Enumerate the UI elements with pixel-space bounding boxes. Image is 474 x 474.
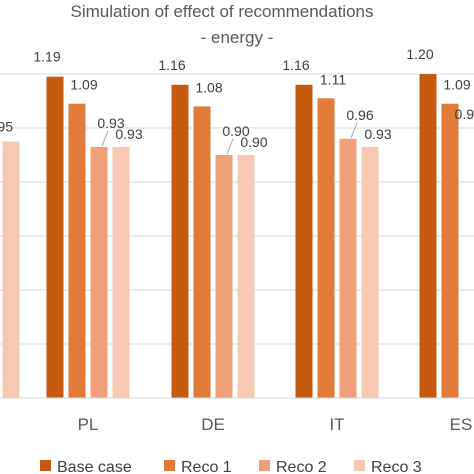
category-label: IT xyxy=(329,415,344,434)
bar-reco-2 xyxy=(90,146,108,398)
legend-label: Reco 2 xyxy=(276,459,327,474)
data-label: 1.09 xyxy=(70,77,97,93)
data-label: 0.90 xyxy=(240,134,267,150)
category-label: DE xyxy=(201,415,225,434)
data-label: 1.09 xyxy=(443,77,470,93)
data-label: 1.08 xyxy=(195,79,222,95)
data-label: 1.16 xyxy=(158,57,185,73)
legend-swatch xyxy=(259,460,270,471)
category-label: PL xyxy=(78,415,99,434)
bar-base-case xyxy=(46,76,64,398)
bar-base-case xyxy=(171,84,189,399)
legend-swatch xyxy=(354,460,365,471)
data-label: 1.19 xyxy=(33,49,60,65)
bar-reco-1 xyxy=(441,103,459,398)
data-label: 1.16 xyxy=(282,57,309,73)
legend-label: Base case xyxy=(57,459,132,474)
legend: Base case Reco 1 Reco 2 Reco 3 xyxy=(40,459,422,474)
bars xyxy=(2,74,459,399)
bar-reco-1 xyxy=(68,103,86,398)
data-label: 95 xyxy=(0,119,13,135)
data-label: 0.96 xyxy=(346,107,373,123)
category-label: ES xyxy=(450,415,473,434)
data-labels: 1.191.16 1.161.201.09 1.081.11 1.090.930.90… xyxy=(0,46,474,150)
bar-reco-2 xyxy=(215,155,233,398)
bar-reco-1 xyxy=(193,106,211,399)
data-label: 0.90 xyxy=(222,123,249,139)
bar-base-case xyxy=(295,84,313,399)
leader-line xyxy=(226,138,234,155)
legend-label: Reco 1 xyxy=(181,459,232,474)
chart-title: Simulation of effect of recommendations xyxy=(70,2,373,21)
data-label: 0.9 xyxy=(455,106,474,122)
bar-reco-2 xyxy=(339,138,357,399)
legend-swatch xyxy=(164,460,175,471)
category-labels: PL DE IT ES xyxy=(78,415,473,434)
data-label: 0.93 xyxy=(97,115,124,131)
data-label: 1.20 xyxy=(406,46,433,62)
bar-base-case xyxy=(419,74,437,398)
legend-label: Reco 3 xyxy=(371,459,422,474)
bar-reco-3 xyxy=(237,155,255,398)
bar-reco-3 xyxy=(361,146,379,398)
bar-reco-3 xyxy=(112,146,130,398)
data-label: 0.93 xyxy=(115,126,142,142)
data-label: 1.11 xyxy=(320,71,346,87)
leader-line xyxy=(101,130,109,147)
data-label: 0.93 xyxy=(364,126,391,142)
bar-reco-3 xyxy=(2,141,20,398)
chart-subtitle: - energy - xyxy=(201,28,274,47)
leader-lines xyxy=(101,122,358,155)
legend-swatch xyxy=(40,460,51,471)
leader-line xyxy=(350,122,358,138)
bar-reco-1 xyxy=(317,98,335,399)
